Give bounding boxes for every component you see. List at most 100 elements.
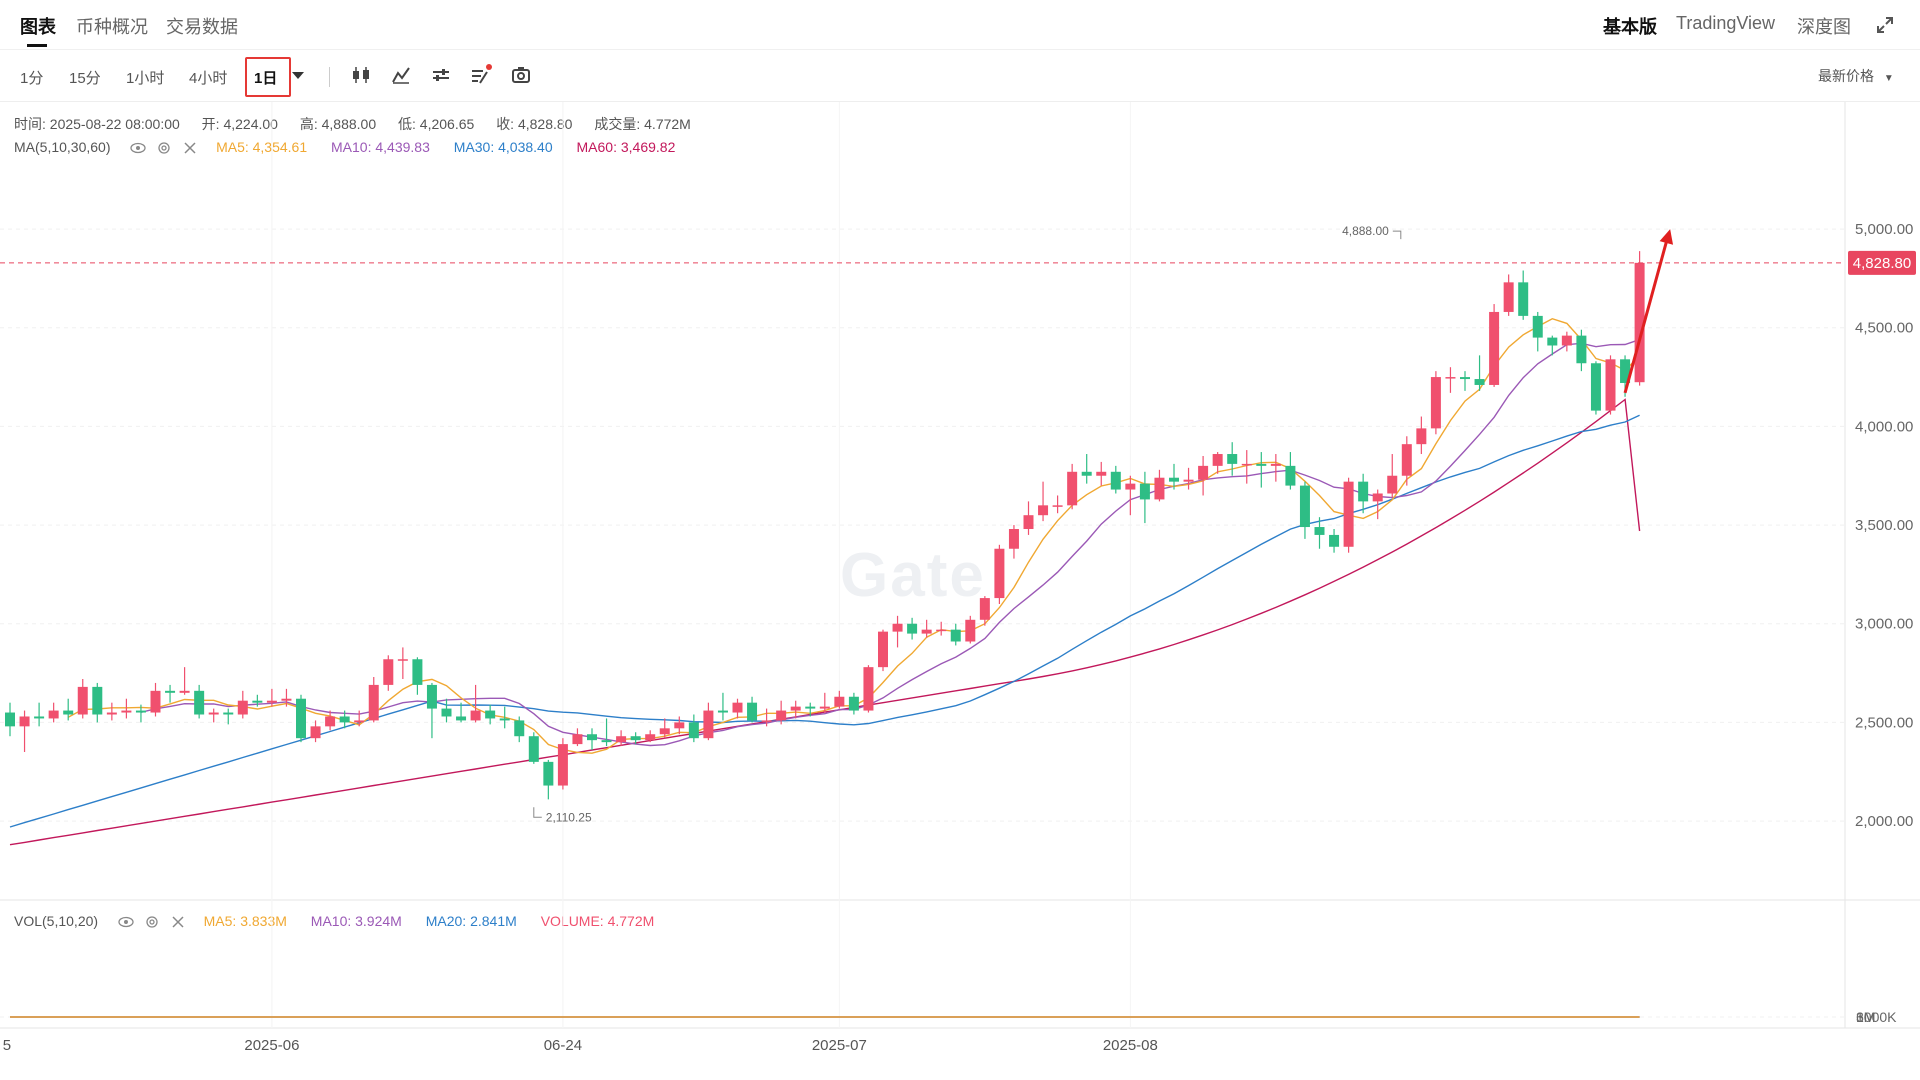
candle (92, 682, 103, 723)
candle (1212, 452, 1223, 474)
candle-body (135, 710, 146, 713)
volume-tick-label: 6M (1856, 1009, 1875, 1025)
close-icon[interactable] (182, 141, 198, 155)
timeframe-1h[interactable]: 1小时 (126, 70, 165, 87)
candle (732, 698, 743, 719)
candle (1299, 481, 1310, 539)
candle-body (325, 716, 336, 727)
candle-body (1270, 463, 1281, 466)
candle (1139, 471, 1150, 524)
candle-body (1590, 363, 1601, 411)
tab-basic[interactable]: 基本版 (1603, 17, 1657, 37)
candle-body (1416, 428, 1427, 445)
ma30-line (9, 414, 1640, 828)
close-icon[interactable] (170, 915, 186, 929)
candle (339, 710, 350, 729)
candle (1474, 355, 1485, 391)
candle-body (892, 623, 903, 632)
timeframe-1d[interactable]: 1日 (254, 70, 278, 87)
candle-body (48, 710, 59, 719)
candle (528, 732, 539, 764)
volume-tick-label: 3M (1856, 1009, 1875, 1025)
settings-icon[interactable] (430, 64, 452, 86)
candle (616, 730, 627, 747)
candle-body (92, 686, 103, 715)
candle (819, 692, 830, 713)
gear-icon[interactable] (144, 915, 160, 929)
candle (761, 708, 772, 727)
tab-depth-chart[interactable]: 深度图 (1797, 17, 1851, 37)
candle-body (1401, 444, 1412, 476)
candle (1518, 270, 1529, 320)
ohlc-volume: 成交量: 4.772M (594, 116, 691, 132)
tab-tradingview[interactable]: TradingView (1676, 13, 1776, 33)
candle-body (19, 716, 30, 727)
candle (921, 619, 932, 638)
eye-icon[interactable] (118, 915, 134, 929)
expand-icon[interactable] (1874, 14, 1896, 36)
chevron-down-icon: ▼ (1883, 73, 1894, 84)
candle-body (1532, 315, 1543, 338)
camera-icon[interactable] (510, 64, 532, 86)
candle-body (659, 728, 670, 735)
candle-body (1096, 471, 1107, 476)
candle (892, 615, 903, 648)
candle-body (921, 629, 932, 634)
candle (805, 702, 816, 717)
candle (834, 690, 845, 709)
tab-trade-data[interactable]: 交易数据 (166, 17, 238, 37)
candle (674, 716, 685, 735)
tab-chart[interactable]: 图表 (20, 17, 56, 37)
candle (179, 667, 190, 695)
candle (1547, 335, 1558, 356)
ohlc-open: 开: 4,224.00 (201, 116, 278, 132)
candle (1605, 355, 1616, 415)
candle-body (121, 710, 132, 713)
candle-body (5, 712, 15, 727)
gear-icon[interactable] (156, 141, 172, 155)
candle-body (310, 726, 321, 739)
candle-body (368, 684, 379, 721)
candle (659, 718, 670, 739)
candle-body (936, 629, 947, 632)
eye-icon[interactable] (130, 141, 147, 155)
price-tick-label: 2,000.00 (1855, 813, 1913, 830)
candle-body (717, 710, 728, 713)
ohlc-close: 收: 4,828.80 (496, 116, 573, 132)
candle-body (761, 720, 772, 722)
timeframe-1m[interactable]: 1分 (20, 70, 44, 87)
candle (208, 708, 219, 723)
candle-body (1547, 337, 1558, 346)
timeframe-dropdown-icon[interactable] (292, 72, 304, 79)
tab-coin-overview[interactable]: 币种概况 (76, 17, 148, 37)
candle-body (77, 686, 88, 715)
candle-body (747, 702, 758, 721)
candle-body (1474, 379, 1485, 385)
candle (1343, 477, 1354, 553)
candle-body (383, 659, 394, 685)
ma5-line (67, 317, 1641, 754)
timeframe-4h[interactable]: 4小时 (189, 70, 228, 87)
candle (1416, 416, 1427, 455)
candle (688, 714, 699, 743)
candle-body (1634, 262, 1645, 383)
candle (1445, 367, 1456, 393)
candle-body (1227, 454, 1238, 464)
indicator-icon[interactable] (390, 64, 412, 86)
timeframe-15m[interactable]: 15分 (69, 70, 101, 87)
drawing-icon[interactable] (470, 64, 492, 86)
candle-body (485, 710, 496, 719)
candle-body (1299, 485, 1310, 528)
candle (368, 677, 379, 723)
price-type-selector[interactable]: 最新价格 ▼ (1818, 66, 1894, 86)
candle (456, 702, 467, 723)
candlestick-icon[interactable] (350, 64, 372, 86)
candle (587, 728, 597, 751)
candle-body (252, 700, 263, 703)
current-price-label: 4,828.80 (1853, 255, 1911, 272)
candle-body (179, 690, 190, 693)
price-tick-label: 2,500.00 (1855, 714, 1913, 731)
candle (485, 704, 496, 725)
candle-body (194, 690, 205, 715)
